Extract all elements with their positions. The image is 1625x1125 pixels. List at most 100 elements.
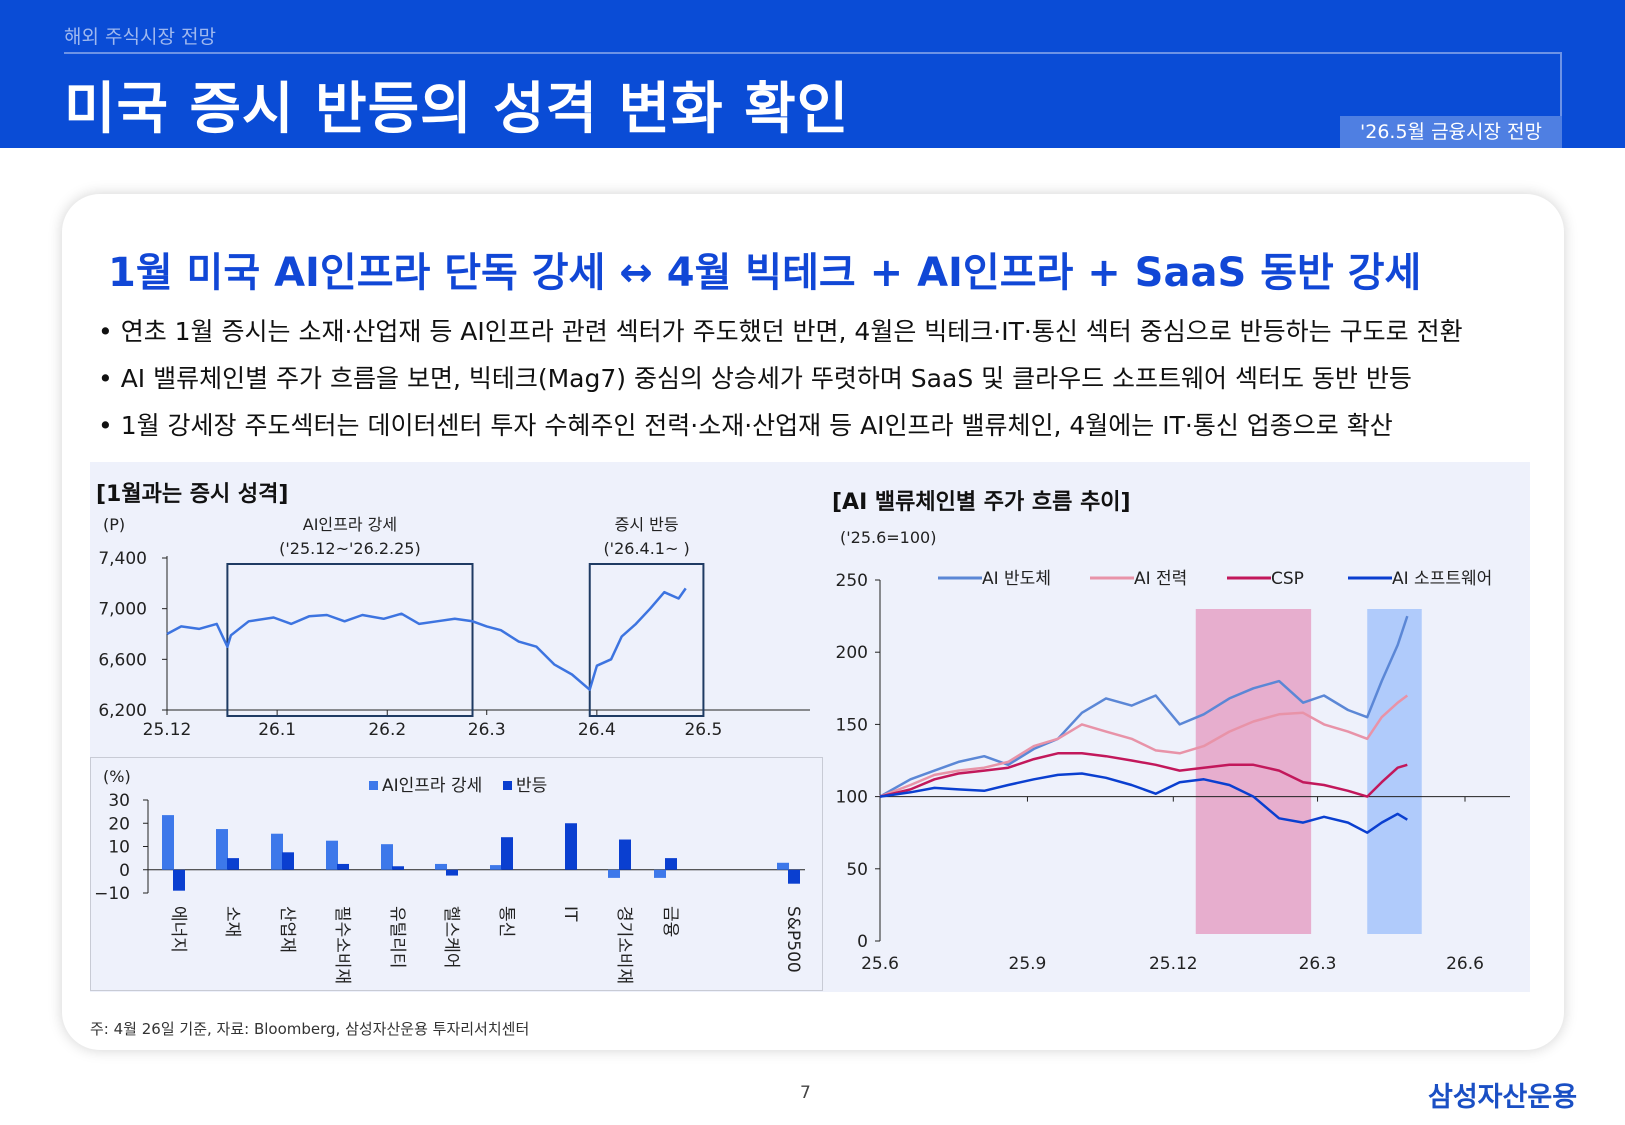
legend-label: CSP bbox=[1271, 569, 1304, 589]
category-label: 산업재 bbox=[277, 906, 297, 953]
bar bbox=[446, 869, 458, 876]
header-rule bbox=[64, 52, 1561, 54]
series-line bbox=[879, 615, 1409, 798]
annotation-sublabel: ('25.12~'26.2.25) bbox=[279, 539, 421, 558]
category-label: 헬스케어 bbox=[441, 906, 461, 969]
bar bbox=[392, 866, 404, 870]
y-tick-label: 30 bbox=[108, 791, 130, 811]
bar bbox=[326, 840, 338, 870]
x-tick-label: 26.4 bbox=[578, 720, 616, 740]
category-label: 유틸리티 bbox=[387, 906, 407, 969]
bar bbox=[216, 829, 228, 870]
y-tick-label: 100 bbox=[836, 788, 868, 808]
y-tick-label: −10 bbox=[94, 884, 130, 904]
chart3-title: [AI 밸류체인별 주가 흐름 추이] bbox=[832, 490, 1131, 515]
y-axis-unit: (P) bbox=[103, 515, 125, 534]
legend-label: AI 소프트웨어 bbox=[1392, 569, 1492, 589]
category-label: 금융 bbox=[660, 906, 680, 937]
category-label: 필수소비재 bbox=[332, 906, 352, 984]
bar bbox=[777, 862, 789, 870]
index-series-line bbox=[166, 587, 687, 691]
category-label: 소재 bbox=[222, 906, 242, 937]
category-label: 통신 bbox=[496, 906, 516, 937]
page-title: 미국 증시 반등의 성격 변화 확인 bbox=[64, 77, 850, 142]
y-tick-label: 20 bbox=[108, 814, 130, 834]
annotation-label: 증시 반등 bbox=[615, 515, 679, 534]
series-line bbox=[879, 694, 1409, 798]
y-tick-label: 6,600 bbox=[98, 650, 147, 670]
report-tag: '26.5월 금융시장 전망 bbox=[1340, 116, 1562, 148]
legend-label: AI 반도체 bbox=[982, 569, 1051, 589]
y-tick-label: 150 bbox=[836, 715, 868, 735]
x-tick-label: 26.6 bbox=[1446, 954, 1484, 974]
y-tick-label: 0 bbox=[119, 861, 130, 881]
x-tick-label: 26.5 bbox=[684, 720, 722, 740]
source-note: 주: 4월 26일 기준, 자료: Bloomberg, 삼성자산운용 투자리서… bbox=[90, 1020, 530, 1038]
legend-label: AI인프라 강세 bbox=[382, 776, 482, 796]
series-line bbox=[879, 752, 1408, 798]
y-axis-unit: (%) bbox=[103, 767, 131, 786]
series-line bbox=[879, 772, 1408, 834]
x-tick-label: 26.2 bbox=[368, 720, 406, 740]
y-tick-label: 6,200 bbox=[98, 701, 147, 721]
y-tick-label: 7,000 bbox=[98, 600, 147, 620]
bar bbox=[381, 844, 393, 870]
category-label: 경기소비재 bbox=[614, 906, 634, 984]
bar bbox=[788, 869, 800, 884]
bar bbox=[271, 833, 283, 870]
annotation-sublabel: ('26.4.1~ ) bbox=[603, 539, 689, 558]
x-tick-label: 26.1 bbox=[258, 720, 296, 740]
x-tick-label: 25.6 bbox=[861, 954, 899, 974]
bar bbox=[565, 823, 577, 870]
annotation-box bbox=[588, 563, 705, 717]
legend-label: AI 전력 bbox=[1134, 569, 1187, 589]
y-tick-label: 0 bbox=[857, 932, 868, 952]
bullet-item: • 1월 강세장 주도섹터는 데이터센터 투자 수혜주인 전력·소재·산업재 등… bbox=[98, 411, 1393, 440]
bar bbox=[665, 858, 677, 870]
annotation-box bbox=[226, 563, 474, 717]
page-number: 7 bbox=[800, 1083, 811, 1103]
bar bbox=[282, 852, 294, 870]
legend-label: 반등 bbox=[516, 776, 547, 796]
y-tick-label: 50 bbox=[846, 860, 868, 880]
category-label: S&P500 bbox=[783, 906, 803, 973]
x-tick-label: 25.12 bbox=[1149, 954, 1198, 974]
category-label: IT bbox=[560, 906, 580, 922]
headline: 1월 미국 AI인프라 단독 강세 ↔ 4월 빅테크 + AI인프라 + Saa… bbox=[108, 250, 1422, 296]
bullet-list: • 연초 1월 증시는 소재·산업재 등 AI인프라 관련 섹터가 주도했던 반… bbox=[98, 312, 1463, 453]
bar bbox=[337, 863, 349, 870]
bar bbox=[435, 863, 447, 870]
bar bbox=[654, 869, 666, 878]
annotation-label: AI인프라 강세 bbox=[303, 515, 397, 534]
page-header: 해외 주식시장 전망 미국 증시 반등의 성격 변화 확인 '26.5월 금융시… bbox=[0, 0, 1625, 148]
highlight-band bbox=[1195, 609, 1312, 934]
bar bbox=[162, 815, 174, 870]
bar bbox=[501, 837, 513, 870]
y-axis-unit: ('25.6=100) bbox=[840, 528, 936, 547]
breadcrumb: 해외 주식시장 전망 bbox=[64, 26, 216, 48]
bar bbox=[490, 865, 502, 870]
chart1-title: [1월과는 증시 성격] bbox=[96, 482, 289, 507]
legend-swatch bbox=[503, 781, 512, 790]
bullet-item: • AI 밸류체인별 주가 흐름을 보면, 빅테크(Mag7) 중심의 상승세가… bbox=[98, 364, 1412, 393]
bar bbox=[173, 869, 185, 891]
y-tick-label: 10 bbox=[108, 838, 130, 858]
bar bbox=[608, 869, 620, 878]
y-tick-label: 200 bbox=[836, 643, 868, 663]
sector-chart-frame bbox=[90, 757, 823, 991]
bar bbox=[619, 839, 631, 870]
x-tick-label: 25.12 bbox=[143, 720, 192, 740]
company-logo: 삼성자산운용 bbox=[1428, 1082, 1578, 1113]
legend-swatch bbox=[369, 781, 378, 790]
x-tick-label: 26.3 bbox=[1299, 954, 1337, 974]
category-label: 에너지 bbox=[168, 906, 188, 953]
bullet-item: • 연초 1월 증시는 소재·산업재 등 AI인프라 관련 섹터가 주도했던 반… bbox=[98, 317, 1463, 346]
x-tick-label: 26.3 bbox=[468, 720, 506, 740]
x-tick-label: 25.9 bbox=[1009, 954, 1047, 974]
bar bbox=[227, 858, 239, 870]
y-tick-label: 250 bbox=[836, 571, 868, 591]
y-tick-label: 7,400 bbox=[98, 549, 147, 569]
